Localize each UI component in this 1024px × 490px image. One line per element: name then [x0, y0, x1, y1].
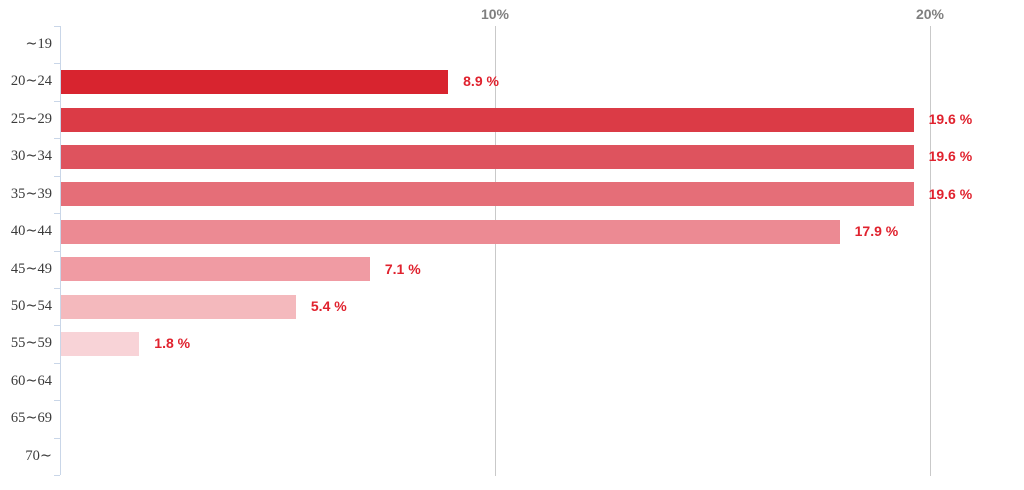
- value-label: 19.6 %: [928, 185, 973, 202]
- category-label: 30∼34: [10, 148, 52, 165]
- value-label: 5.4 %: [310, 297, 347, 314]
- y-axis-tick: [54, 26, 60, 27]
- y-axis-tick: [54, 325, 60, 326]
- category-label: 55∼59: [10, 335, 52, 352]
- value-label: 19.6 %: [928, 110, 973, 127]
- category-label: 50∼54: [10, 297, 52, 314]
- bar: [61, 70, 449, 95]
- value-label: 1.8 %: [154, 335, 191, 352]
- bar: [61, 107, 914, 132]
- bar: [61, 182, 914, 207]
- y-axis-tick: [54, 101, 60, 102]
- value-label: 7.1 %: [384, 260, 421, 277]
- y-axis-tick: [54, 475, 60, 476]
- value-label: 19.6 %: [928, 148, 973, 165]
- x-axis-tick-label: 20%: [915, 6, 945, 22]
- y-axis-tick: [54, 213, 60, 214]
- category-label: 60∼64: [10, 372, 52, 389]
- bar: [61, 219, 840, 244]
- category-label: 35∼39: [10, 185, 52, 202]
- y-axis-tick: [54, 438, 60, 439]
- y-axis-line: [60, 26, 61, 475]
- category-label: 65∼69: [10, 410, 52, 427]
- y-axis-tick: [54, 138, 60, 139]
- bar: [61, 294, 296, 319]
- category-label: 25∼29: [10, 110, 52, 127]
- y-axis-tick: [54, 251, 60, 252]
- y-axis-tick: [54, 363, 60, 364]
- category-label: 45∼49: [10, 260, 52, 277]
- y-axis-tick: [54, 400, 60, 401]
- bar: [61, 144, 914, 169]
- category-label: 40∼44: [10, 223, 52, 240]
- y-axis-tick: [54, 63, 60, 64]
- category-label: ∼19: [25, 36, 52, 52]
- x-axis-tick-label: 10%: [480, 6, 510, 22]
- category-label: 20∼24: [10, 73, 52, 90]
- x-gridline: [930, 26, 931, 476]
- value-label: 8.9 %: [463, 73, 499, 90]
- y-axis-tick: [54, 288, 60, 289]
- y-axis-tick: [54, 176, 60, 177]
- bar: [61, 257, 370, 282]
- x-gridline: [495, 26, 496, 476]
- value-label: 17.9 %: [854, 223, 899, 240]
- bar: [61, 332, 140, 357]
- category-label: 70∼: [25, 447, 52, 464]
